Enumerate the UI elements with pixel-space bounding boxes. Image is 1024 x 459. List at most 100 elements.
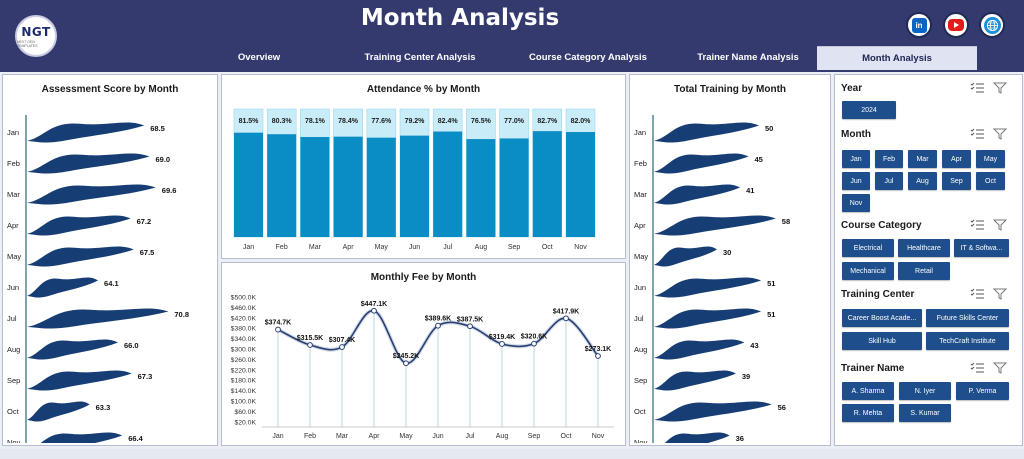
clear-filter-icon[interactable] bbox=[992, 128, 1008, 140]
attendance-data-label: 80.3% bbox=[272, 118, 293, 125]
attendance-tick-label: Feb bbox=[276, 244, 288, 251]
tab-month-analysis[interactable]: Month Analysis bbox=[817, 46, 977, 70]
slicer-center-career-boost[interactable]: Career Boost Acade... bbox=[842, 309, 922, 327]
slicer-month-jun[interactable]: Jun bbox=[842, 172, 870, 190]
slicer-trainer-p-verma[interactable]: P. Verma bbox=[956, 382, 1009, 400]
slicer-month-apr[interactable]: Apr bbox=[942, 150, 971, 168]
training-tick-label: Jul bbox=[634, 314, 644, 323]
attendance-bar bbox=[499, 138, 529, 237]
slicer-trainer-r-mehta[interactable]: R. Mehta bbox=[842, 404, 894, 422]
slicer-trainer-n-iyer[interactable]: N. Iyer bbox=[899, 382, 951, 400]
attendance-panel: Attendance % by Month 81.5% Jan 80.3% Feb 78… bbox=[221, 74, 626, 259]
slicer-training-center-controls bbox=[970, 288, 1008, 300]
attendance-data-label: 77.6% bbox=[371, 118, 392, 125]
tab-course-category-analysis[interactable]: Course Category Analysis bbox=[529, 52, 647, 63]
assessment-tick-label: Sep bbox=[7, 376, 20, 385]
slicer-month-nov[interactable]: Nov bbox=[842, 194, 870, 212]
slicer-month-feb[interactable]: Feb bbox=[875, 150, 903, 168]
multi-select-icon[interactable] bbox=[970, 219, 984, 230]
assessment-bar bbox=[27, 308, 169, 329]
slicer-center-future-skills[interactable]: Future Skills Center bbox=[926, 309, 1009, 327]
slicer-category-retail[interactable]: Retail bbox=[898, 262, 950, 280]
assessment-data-label: 70.8 bbox=[174, 310, 189, 319]
fee-point bbox=[371, 307, 377, 314]
linkedin-icon[interactable]: in bbox=[906, 12, 932, 38]
slicer-year-title: Year bbox=[841, 83, 863, 94]
tab-training-center-analysis[interactable]: Training Center Analysis bbox=[364, 52, 476, 63]
assessment-data-label: 63.3 bbox=[96, 403, 111, 412]
fee-y-tick-label: $380.0K bbox=[231, 326, 257, 333]
slicer-month-jul[interactable]: Jul bbox=[875, 172, 903, 190]
assessment-tick-label: Jan bbox=[7, 128, 19, 137]
multi-select-icon[interactable] bbox=[970, 362, 984, 373]
fee-x-tick-label: Apr bbox=[369, 433, 381, 440]
multi-select-icon[interactable] bbox=[970, 82, 984, 93]
slicer-category-mechanical[interactable]: Mechanical bbox=[842, 262, 894, 280]
fee-data-label: $307.4K bbox=[329, 337, 355, 344]
nav-tabs: Overview Training Center Analysis Course… bbox=[200, 46, 1024, 72]
slicer-category-healthcare[interactable]: Healthcare bbox=[898, 239, 950, 257]
slicer-month-jan[interactable]: Jan bbox=[842, 150, 870, 168]
globe-icon[interactable] bbox=[979, 12, 1005, 38]
multi-select-icon[interactable] bbox=[970, 288, 984, 299]
slicer-course-category-title: Course Category bbox=[841, 220, 922, 231]
slicer-trainer-a-sharma[interactable]: A. Sharma bbox=[842, 382, 894, 400]
fee-point bbox=[595, 353, 601, 359]
attendance-chart: 81.5% Jan 80.3% Feb 78.1% Mar 78.4% Apr 77.6% May… bbox=[233, 108, 596, 251]
fee-x-tick-label: Mar bbox=[336, 433, 349, 440]
multi-select-icon[interactable] bbox=[970, 128, 984, 139]
monthly-fee-panel: Monthly Fee by Month $500.0K $460.0K $420.… bbox=[221, 262, 626, 446]
footer-strip bbox=[0, 449, 1024, 459]
slicer-trainer-name-controls bbox=[970, 362, 1008, 374]
fee-y-tick-label: $100.0K bbox=[231, 399, 257, 406]
youtube-icon[interactable] bbox=[943, 12, 969, 38]
training-tick-label: Nov bbox=[634, 438, 648, 443]
slicer-month-sep[interactable]: Sep bbox=[942, 172, 971, 190]
filter-panel: Year 2024 Month Jan Feb Mar Apr May Jun … bbox=[834, 74, 1023, 446]
slicer-month-oct[interactable]: Oct bbox=[976, 172, 1005, 190]
slicer-month-mar[interactable]: Mar bbox=[908, 150, 937, 168]
fee-y-tick-label: $20.0K bbox=[234, 419, 256, 426]
fee-y-tick-label: $180.0K bbox=[231, 378, 257, 385]
tab-trainer-name-analysis[interactable]: Trainer Name Analysis bbox=[697, 52, 799, 63]
clear-filter-icon[interactable] bbox=[992, 82, 1008, 94]
clear-filter-icon[interactable] bbox=[992, 219, 1008, 231]
fee-y-tick-label: $500.0K bbox=[231, 295, 257, 302]
slicer-month-may[interactable]: May bbox=[976, 150, 1005, 168]
attendance-data-label: 82.4% bbox=[438, 118, 459, 125]
training-data-label: 51 bbox=[767, 310, 775, 319]
assessment-score-title: Assessment Score by Month bbox=[41, 84, 179, 95]
attendance-title: Attendance % by Month bbox=[366, 84, 481, 95]
training-data-label: 58 bbox=[782, 217, 790, 226]
attendance-data-label: 82.7% bbox=[537, 118, 558, 125]
attendance-bar bbox=[466, 139, 496, 237]
assessment-score-panel: Assessment Score by Month Jan 68.5 Feb 69.0… bbox=[2, 74, 218, 446]
slicer-trainer-s-kumar[interactable]: S. Kumar bbox=[899, 404, 951, 422]
attendance-bar bbox=[433, 131, 463, 237]
assessment-tick-label: Jun bbox=[7, 283, 19, 292]
assessment-bar bbox=[40, 432, 123, 443]
slicer-center-techcraft[interactable]: TechCraft Institute bbox=[926, 332, 1009, 350]
assessment-data-label: 67.5 bbox=[140, 248, 155, 257]
slicer-month-aug[interactable]: Aug bbox=[908, 172, 937, 190]
attendance-tick-label: Sep bbox=[508, 244, 521, 251]
assessment-tick-label: Oct bbox=[7, 407, 20, 416]
total-training-panel: Total Training by Month Jan 50 Feb 45 Mar 41 A… bbox=[629, 74, 831, 446]
training-tick-label: Oct bbox=[634, 407, 647, 416]
assessment-data-label: 66.0 bbox=[124, 341, 139, 350]
assessment-bar bbox=[27, 122, 145, 143]
assessment-tick-label: Apr bbox=[7, 221, 19, 230]
attendance-data-label: 78.1% bbox=[305, 118, 326, 125]
slicer-year-2024[interactable]: 2024 bbox=[842, 101, 896, 119]
slicer-center-skill-hub[interactable]: Skill Hub bbox=[842, 332, 922, 350]
tab-overview[interactable]: Overview bbox=[237, 52, 281, 63]
slicer-category-electrical[interactable]: Electrical bbox=[842, 239, 894, 257]
clear-filter-icon[interactable] bbox=[992, 362, 1008, 374]
attendance-bar bbox=[300, 137, 330, 237]
assessment-data-label: 67.2 bbox=[137, 217, 152, 226]
slicer-category-it-software[interactable]: IT & Softwa... bbox=[954, 239, 1009, 257]
assessment-bar bbox=[27, 215, 131, 236]
training-data-label: 43 bbox=[750, 341, 758, 350]
clear-filter-icon[interactable] bbox=[992, 288, 1008, 300]
training-tick-label: Sep bbox=[634, 376, 647, 385]
